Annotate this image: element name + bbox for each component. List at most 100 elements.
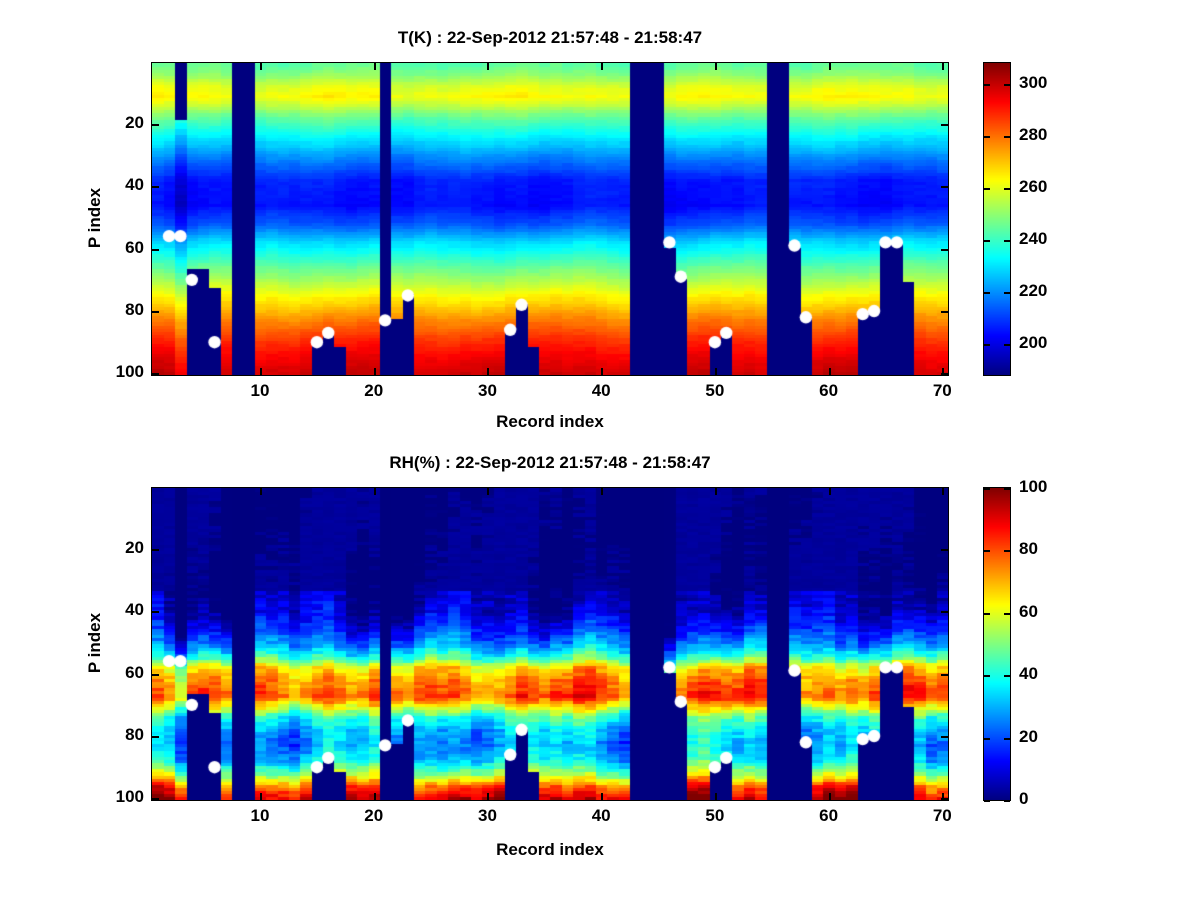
ytick-mark-right	[941, 124, 948, 126]
ytick-mark	[152, 249, 159, 251]
cbtick-label-280: 280	[1019, 124, 1048, 144]
xtick-label-50: 50	[705, 381, 725, 400]
ytick-mark-right	[941, 549, 948, 551]
cbtick-mark-right	[1004, 613, 1010, 615]
cbtick-label-20: 20	[1019, 726, 1038, 746]
ytick-mark	[152, 186, 159, 188]
yaxis-label-temperature: P index	[85, 187, 104, 249]
cbtick-mark-left	[984, 550, 990, 552]
colorbar-temperature[interactable]	[983, 62, 1011, 376]
xtick-label-30: 30	[477, 381, 497, 400]
cbtick-mark-right	[1004, 240, 1010, 242]
ytick-mark-right	[941, 611, 948, 613]
xtick-mark-top	[487, 488, 489, 495]
cbtick-label-240: 240	[1019, 228, 1048, 248]
xtick-mark	[601, 368, 603, 375]
colorbar-gradient-temperature	[984, 63, 1010, 375]
ytick-label-80: 80	[125, 300, 144, 320]
ytick-mark	[152, 611, 159, 613]
xtick-label-40: 40	[591, 806, 611, 825]
colorbar-relative-humidity[interactable]	[983, 487, 1011, 801]
cbtick-mark-left	[984, 240, 990, 242]
xtick-mark-top	[601, 63, 603, 70]
xtick-mark-top	[374, 488, 376, 495]
xtick-mark-top	[829, 63, 831, 70]
xtick-mark-top	[942, 488, 944, 495]
ytick-label-20: 20	[125, 537, 144, 557]
cbtick-mark-right	[1004, 84, 1010, 86]
cbtick-mark-right	[1004, 488, 1010, 490]
heatmap-axes-temperature[interactable]	[151, 62, 949, 376]
cbtick-mark-left	[984, 344, 990, 346]
ytick-label-80: 80	[125, 725, 144, 745]
cbtick-mark-right	[1004, 550, 1010, 552]
xtick-mark	[260, 793, 262, 800]
yaxis-label-relative-humidity: P index	[85, 612, 104, 674]
cbtick-label-300: 300	[1019, 72, 1048, 92]
cbtick-label-200: 200	[1019, 332, 1048, 352]
xtick-mark-top	[829, 488, 831, 495]
xtick-label-30: 30	[477, 806, 497, 825]
ytick-label-100: 100	[115, 362, 144, 382]
xtick-label-60: 60	[819, 381, 839, 400]
xtick-label-40: 40	[591, 381, 611, 400]
cbtick-mark-left	[984, 800, 990, 802]
cbtick-mark-left	[984, 188, 990, 190]
ytick-mark-right	[941, 311, 948, 313]
xtick-mark	[942, 368, 944, 375]
xtick-label-20: 20	[364, 806, 384, 825]
cbtick-label-80: 80	[1019, 539, 1038, 559]
heatmap-axes-relative-humidity[interactable]	[151, 487, 949, 801]
ytick-mark-right	[941, 674, 948, 676]
cbtick-mark-left	[984, 738, 990, 740]
xaxis-label-relative-humidity: Record index	[496, 840, 604, 859]
cbtick-mark-right	[1004, 292, 1010, 294]
ytick-mark-right	[941, 736, 948, 738]
xtick-mark	[942, 793, 944, 800]
xaxis-label-temperature: Record index	[496, 412, 604, 431]
xtick-mark-top	[260, 63, 262, 70]
ytick-label-20: 20	[125, 112, 144, 132]
ytick-mark	[152, 549, 159, 551]
ytick-mark	[152, 736, 159, 738]
cbtick-label-60: 60	[1019, 601, 1038, 621]
xtick-mark	[601, 793, 603, 800]
cbtick-mark-left	[984, 675, 990, 677]
panel-title-temperature: T(K) : 22-Sep-2012 21:57:48 - 21:58:47	[397, 28, 703, 47]
cbtick-mark-right	[1004, 675, 1010, 677]
cbtick-label-220: 220	[1019, 280, 1048, 300]
xtick-mark	[829, 793, 831, 800]
xtick-mark-top	[260, 488, 262, 495]
ytick-label-40: 40	[125, 175, 144, 195]
xtick-mark-top	[487, 63, 489, 70]
cbtick-mark-right	[1004, 136, 1010, 138]
xtick-mark	[487, 368, 489, 375]
xtick-label-60: 60	[819, 806, 839, 825]
ytick-mark-right	[941, 249, 948, 251]
ytick-mark	[152, 311, 159, 313]
xtick-mark	[374, 368, 376, 375]
ytick-mark	[152, 798, 159, 800]
cbtick-label-0: 0	[1019, 789, 1029, 808]
ytick-mark	[152, 373, 159, 375]
cbtick-mark-right	[1004, 344, 1010, 346]
cbtick-label-260: 260	[1019, 176, 1048, 196]
colorbar-gradient-relative-humidity	[984, 488, 1010, 800]
panel-title-relative-humidity: RH(%) : 22-Sep-2012 21:57:48 - 21:58:47	[389, 453, 711, 472]
xtick-label-50: 50	[705, 806, 725, 825]
cbtick-label-100: 100	[1019, 477, 1048, 496]
cbtick-mark-left	[984, 136, 990, 138]
xtick-mark	[829, 368, 831, 375]
ytick-label-100: 100	[115, 787, 144, 807]
xtick-label-20: 20	[364, 381, 384, 400]
xtick-mark-top	[601, 488, 603, 495]
xtick-mark	[374, 793, 376, 800]
xtick-label-10: 10	[250, 806, 270, 825]
cbtick-label-40: 40	[1019, 664, 1038, 684]
xtick-mark-top	[942, 63, 944, 70]
heatmap-canvas-temperature	[152, 63, 948, 375]
ytick-label-40: 40	[125, 600, 144, 620]
xtick-mark-top	[715, 488, 717, 495]
ytick-label-60: 60	[125, 237, 144, 257]
